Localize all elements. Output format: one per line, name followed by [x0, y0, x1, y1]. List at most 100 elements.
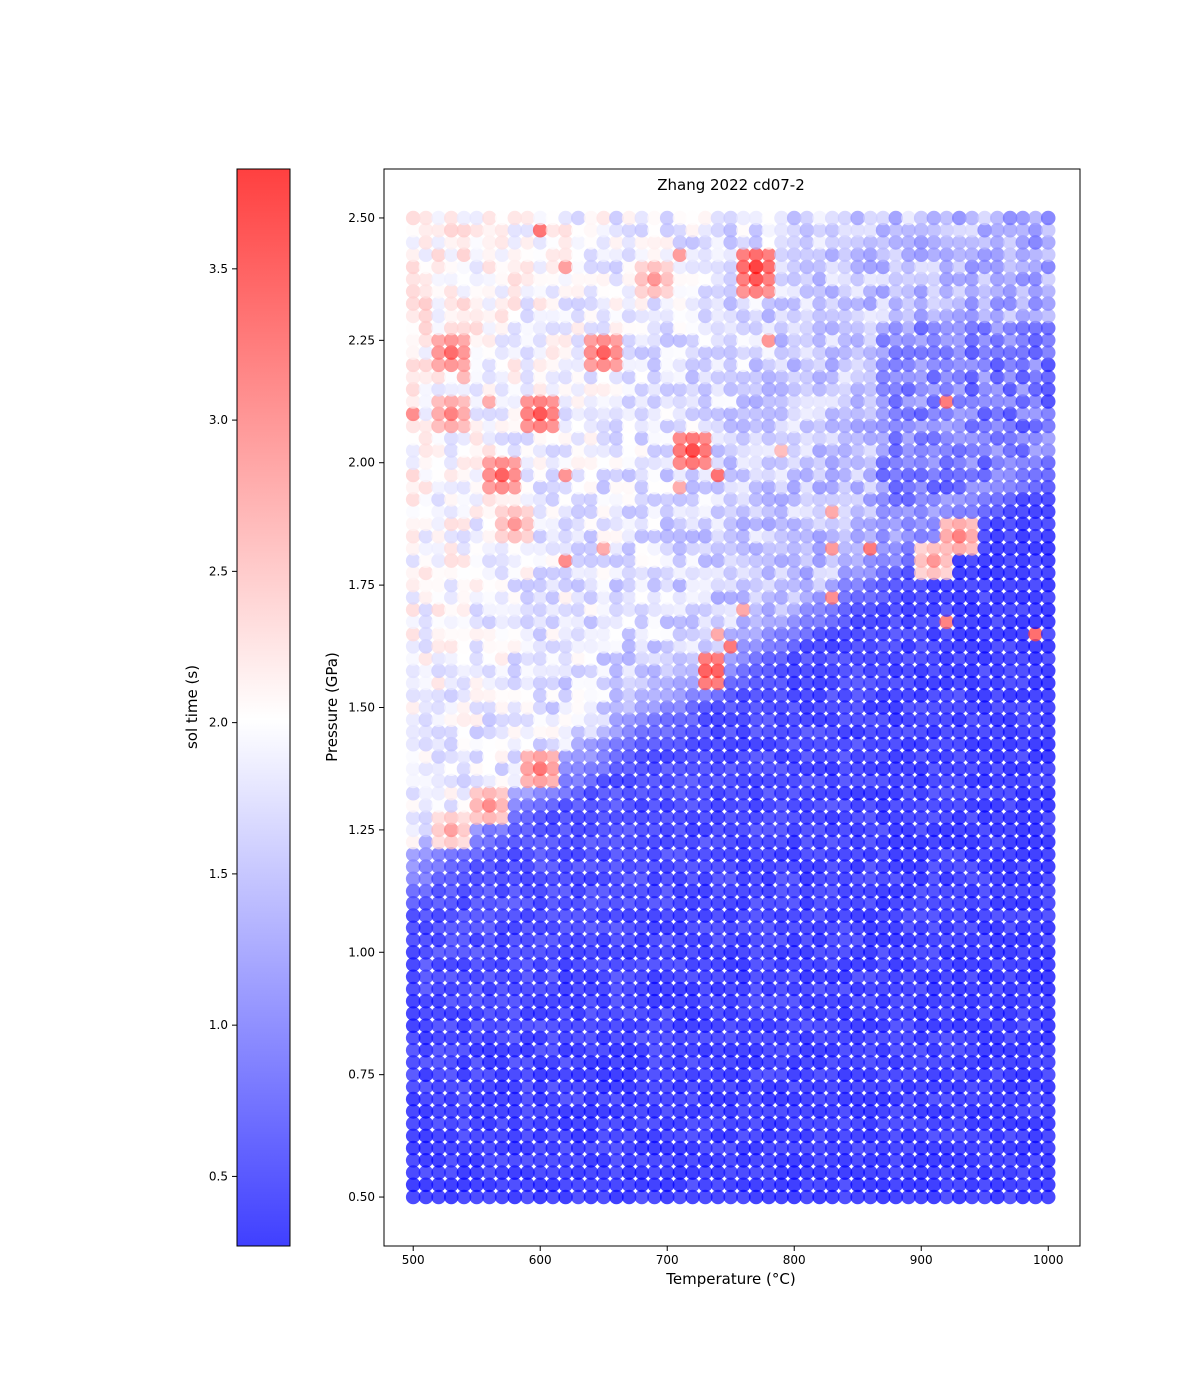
scatter-point	[723, 883, 738, 899]
scatter-point	[812, 896, 827, 911]
scatter-point	[786, 565, 802, 581]
scatter-point	[977, 602, 992, 617]
scatter-point	[456, 908, 472, 923]
scatter-point	[444, 1091, 459, 1107]
scatter-point	[456, 761, 472, 776]
scatter-point	[812, 736, 827, 752]
scatter-point	[1028, 859, 1043, 874]
scatter-point	[723, 614, 738, 630]
scatter-point	[596, 1116, 611, 1131]
scatter-point	[1015, 1153, 1031, 1168]
scatter-point	[418, 969, 434, 985]
scatter-point	[774, 1079, 789, 1095]
scatter-point	[786, 541, 802, 556]
scatter-point	[913, 1189, 929, 1205]
scatter-point	[444, 1055, 459, 1070]
scatter-point	[494, 639, 510, 654]
scatter-point	[405, 749, 421, 764]
scatter-point	[990, 663, 1005, 679]
scatter-point	[456, 663, 472, 679]
scatter-point	[901, 945, 916, 960]
scatter-point	[685, 210, 700, 226]
scatter-point	[875, 945, 891, 960]
scatter-point	[482, 577, 497, 593]
scatter-point	[634, 1042, 650, 1058]
scatter-point	[837, 1165, 853, 1180]
scatter-point	[444, 847, 459, 862]
scatter-point	[418, 700, 434, 715]
scatter-point	[812, 883, 827, 899]
scatter-point	[672, 957, 688, 972]
scatter-point	[444, 883, 459, 899]
scatter-point	[469, 871, 485, 887]
scatter-point	[863, 736, 878, 752]
scatter-point	[964, 1116, 980, 1131]
scatter-point	[723, 957, 738, 972]
scatter-point	[774, 810, 789, 825]
scatter-point	[659, 932, 675, 948]
scatter-point	[431, 541, 446, 556]
scatter-point	[812, 602, 827, 617]
scatter-point	[685, 883, 700, 899]
scatter-point	[621, 945, 637, 960]
scatter-point	[939, 626, 954, 642]
scatter-point	[482, 1042, 497, 1058]
scatter-point	[901, 675, 916, 691]
scatter-point	[799, 712, 815, 727]
scatter-point	[901, 773, 916, 789]
scatter-point	[901, 798, 916, 813]
scatter-point	[901, 541, 916, 556]
scatter-point	[418, 1177, 434, 1193]
scatter-point	[469, 834, 485, 850]
scatter-point	[456, 810, 472, 825]
scatter-point	[647, 736, 662, 752]
scatter-point	[532, 1055, 548, 1070]
scatter-point	[736, 1140, 751, 1156]
scatter-point	[825, 871, 840, 887]
scatter-point	[926, 1030, 942, 1046]
scatter-point	[571, 651, 586, 666]
scatter-point	[532, 639, 548, 654]
scatter-point	[698, 626, 713, 642]
scatter-point	[1015, 749, 1031, 764]
scatter-point	[609, 626, 624, 642]
scatter-point	[571, 822, 586, 838]
scatter-point	[418, 724, 434, 740]
scatter-point	[1028, 1091, 1043, 1107]
scatter-point	[863, 541, 878, 556]
scatter-point	[1040, 1189, 1056, 1205]
scatter-point	[698, 1177, 713, 1193]
scatter-point	[571, 1091, 586, 1107]
scatter-point	[456, 565, 472, 581]
scatter-point	[482, 1165, 497, 1180]
scatter-point	[926, 749, 942, 764]
scatter-point	[685, 1030, 700, 1046]
scatter-point	[837, 663, 853, 679]
scatter-point	[405, 736, 421, 752]
scatter-point	[812, 773, 827, 789]
scatter-point	[748, 749, 764, 764]
scatter-point	[685, 1055, 700, 1070]
scatter-point	[888, 1177, 904, 1193]
scatter-point	[418, 883, 434, 899]
scatter-point	[939, 749, 954, 764]
scatter-point	[761, 1153, 777, 1168]
scatter-point	[634, 614, 650, 630]
scatter-point	[748, 700, 764, 715]
scatter-point	[469, 908, 485, 923]
scatter-point	[901, 969, 916, 985]
scatter-point	[710, 614, 726, 630]
scatter-point	[634, 675, 650, 691]
scatter-point	[952, 1140, 967, 1156]
scatter-point	[482, 883, 497, 899]
scatter-point	[571, 945, 586, 960]
scatter-point	[494, 1153, 510, 1168]
scatter-point	[444, 541, 459, 556]
scatter-point	[774, 736, 789, 752]
scatter-point	[609, 639, 624, 654]
scatter-point	[736, 883, 751, 899]
scatter-point	[558, 1079, 573, 1095]
scatter-point	[1002, 920, 1018, 936]
scatter-point	[647, 1165, 662, 1180]
scatter-point	[710, 1104, 726, 1119]
